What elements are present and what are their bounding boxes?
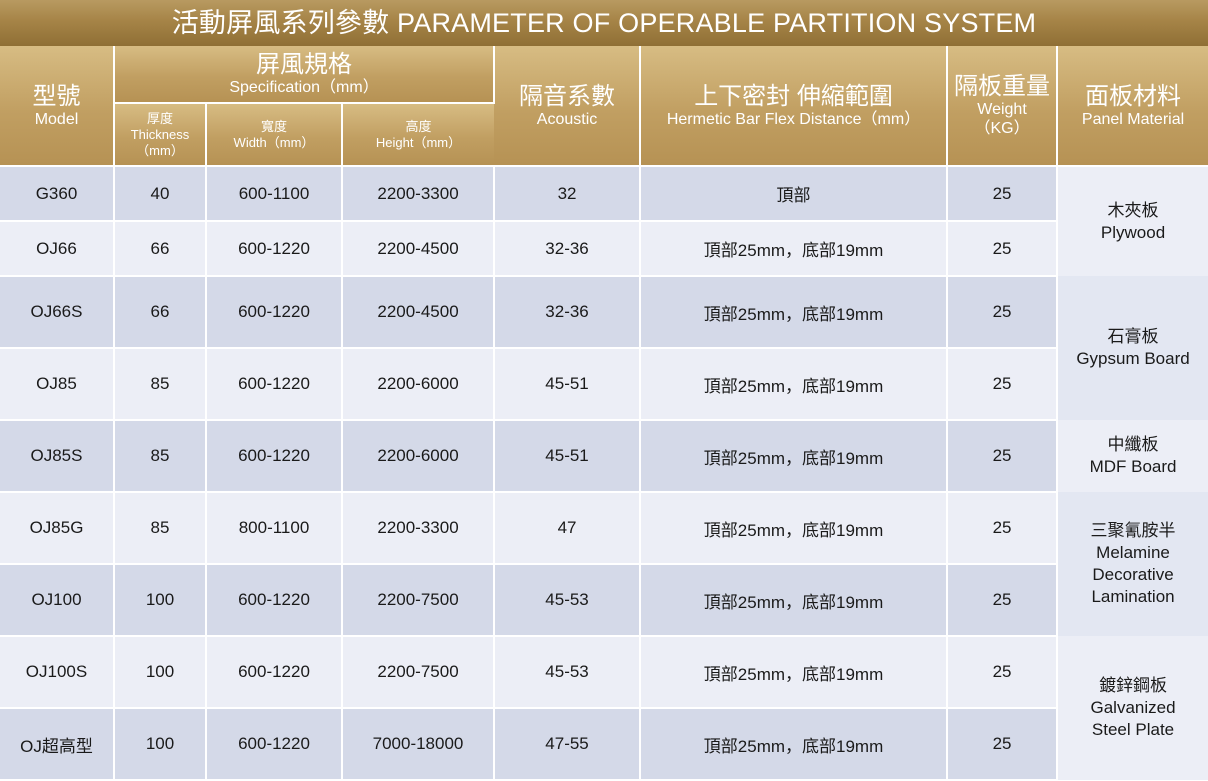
table-row: OJ100S 100 600-1220 2200-7500 45-53 頂部25… [0,636,1208,780]
width-cell: 600-1220 [206,276,343,349]
weight-cell: 25 [947,708,1059,781]
material-en: Galvanized Steel Plate [1090,698,1176,739]
seal-cell: 頂部25mm，底部19mm [640,636,949,709]
material-en: MDF Board [1089,457,1177,476]
height-cell: 2200-4500 [342,221,496,277]
width-cell: 600-1220 [206,420,343,493]
width-cell: 600-1220 [206,564,343,637]
model-cell: OJ100S [0,636,115,709]
header-specification: 屏風規格 Specification（mm） [114,46,496,104]
header-height: 高度 Height（mm） [342,103,495,167]
header-acoustic: 隔音系數 Acoustic [494,46,642,167]
material-zh: 鍍鋅鋼板 [1099,676,1168,695]
weight-cell: 25 [947,420,1059,493]
width-cell: 600-1220 [206,348,343,421]
height-cell: 7000-18000 [342,708,496,781]
table-row: OJ85G 85 800-1100 2200-3300 47 頂部25mm，底部… [0,492,1208,636]
material-cell: 木夾板 Plywood [1057,166,1208,276]
model-cell: OJ超高型 [0,708,115,781]
acoustic-cell: 45-53 [494,636,642,709]
thickness-cell: 85 [114,492,207,565]
model-cell: G360 [0,166,115,222]
seal-cell: 頂部25mm，底部19mm [640,420,949,493]
material-cell: 中纖板 MDF Board [1057,420,1208,492]
header-model: 型號 Model [0,46,115,167]
material-zh: 中纖板 [1107,435,1159,454]
acoustic-cell: 45-53 [494,564,642,637]
material-zh: 三聚氰胺半 [1090,521,1176,540]
header-thickness: 厚度 Thickness （mm） [114,103,207,167]
material-en: Plywood [1100,222,1166,242]
thickness-cell: 100 [114,564,207,637]
acoustic-cell: 32-36 [494,276,642,349]
acoustic-cell: 47 [494,492,642,565]
weight-cell: 25 [947,276,1059,349]
model-cell: OJ66S [0,276,115,349]
thickness-cell: 40 [114,166,207,222]
header-material: 面板材料 Panel Material [1057,46,1208,167]
table-row: OJ100 100 600-1220 2200-7500 45-53 頂部25m… [0,564,1208,637]
table-row: OJ66 66 600-1220 2200-4500 32-36 頂部25mm，… [0,221,1208,277]
weight-cell: 25 [947,636,1059,709]
thickness-cell: 66 [114,221,207,277]
thickness-cell: 100 [114,708,207,781]
acoustic-cell: 47-55 [494,708,642,781]
header-width: 寬度 Width（mm） [206,103,343,167]
model-cell: OJ85G [0,492,115,565]
seal-cell: 頂部25mm，底部19mm [640,492,949,565]
width-cell: 600-1220 [206,636,343,709]
material-cell: 鍍鋅鋼板 Galvanized Steel Plate [1057,636,1208,780]
height-cell: 2200-3300 [342,492,496,565]
table-row: OJ超高型 100 600-1220 7000-18000 47-55 頂部25… [0,708,1208,781]
seal-cell: 頂部25mm，底部19mm [640,708,949,781]
width-cell: 600-1220 [206,708,343,781]
acoustic-cell: 45-51 [494,348,642,421]
table-row: G360 40 600-1100 2200-3300 32 頂部 25 木夾板 … [0,166,1208,276]
width-cell: 600-1100 [206,166,343,222]
seal-cell: 頂部25mm，底部19mm [640,564,949,637]
weight-cell: 25 [947,348,1059,421]
material-cell: 石膏板 Gypsum Board [1057,276,1208,420]
acoustic-cell: 32 [494,166,642,222]
page-title: 活動屏風系列參數 PARAMETER OF OPERABLE PARTITION… [0,0,1208,46]
weight-cell: 25 [947,492,1059,565]
thickness-cell: 66 [114,276,207,349]
model-cell: OJ85 [0,348,115,421]
height-cell: 2200-7500 [342,636,496,709]
model-cell: OJ85S [0,420,115,493]
model-cell: OJ100 [0,564,115,637]
thickness-cell: 100 [114,636,207,709]
height-cell: 2200-6000 [342,348,496,421]
thickness-cell: 85 [114,348,207,421]
table-row: OJ85S 85 600-1220 2200-6000 45-51 頂部25mm… [0,420,1208,493]
material-cell: 三聚氰胺半 Melamine Decorative Lamination [1057,492,1208,636]
weight-cell: 25 [947,221,1059,277]
material-zh: 木夾板 [1107,200,1159,220]
header-weight: 隔板重量 Weight （KG） [947,46,1059,167]
header-seal: 上下密封 伸縮範圍 Hermetic Bar Flex Distance（mm） [640,46,949,167]
model-cell: OJ66 [0,221,115,277]
height-cell: 2200-3300 [342,166,496,222]
seal-cell: 頂部 [640,166,949,222]
parameter-table: 型號 Model 屏風規格 Specification（mm） 隔音系數 Aco… [0,46,1208,781]
table-row: OJ66S 66 600-1220 2200-4500 32-36 頂部25mm… [0,276,1208,420]
acoustic-cell: 32-36 [494,221,642,277]
material-en: Melamine Decorative Lamination [1091,543,1175,606]
material-zh: 石膏板 [1107,327,1159,346]
width-cell: 600-1220 [206,221,343,277]
table-row: OJ85 85 600-1220 2200-6000 45-51 頂部25mm，… [0,348,1208,421]
weight-cell: 25 [947,166,1059,222]
height-cell: 2200-7500 [342,564,496,637]
thickness-cell: 85 [114,420,207,493]
height-cell: 2200-4500 [342,276,496,349]
seal-cell: 頂部25mm，底部19mm [640,348,949,421]
width-cell: 800-1100 [206,492,343,565]
material-en: Gypsum Board [1076,349,1190,368]
seal-cell: 頂部25mm，底部19mm [640,221,949,277]
seal-cell: 頂部25mm，底部19mm [640,276,949,349]
height-cell: 2200-6000 [342,420,496,493]
acoustic-cell: 45-51 [494,420,642,493]
weight-cell: 25 [947,564,1059,637]
